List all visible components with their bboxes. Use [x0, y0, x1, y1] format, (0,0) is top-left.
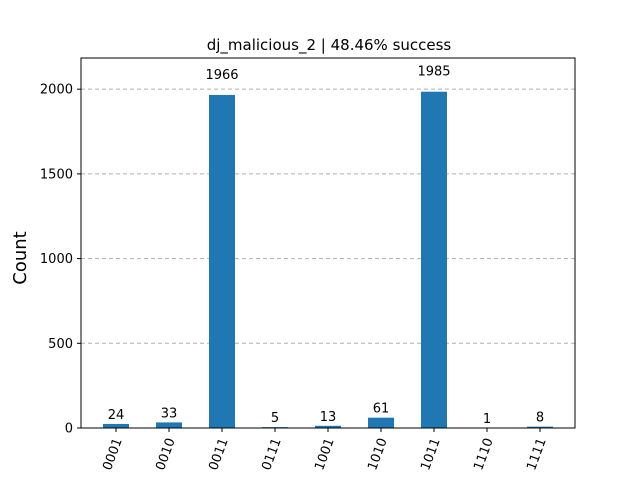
x-axis-ticks: 0001 0010 0011 0111 1001 1010 1011 1110 1111 — [100, 428, 550, 472]
y-tick-label: 1500 — [40, 167, 73, 182]
bars — [103, 91, 553, 428]
bar-value-label: 24 — [108, 408, 125, 423]
x-tick-label: 1110 — [471, 436, 496, 472]
bar-value-labels: 24 33 1966 5 13 61 1985 1 8 — [108, 65, 544, 427]
bar-0011 — [209, 94, 235, 428]
bar-value-label: 8 — [536, 411, 544, 426]
bar-value-label: 1966 — [205, 68, 238, 83]
x-tick-label: 1011 — [418, 436, 443, 472]
x-tick-label: 0010 — [153, 436, 178, 472]
bar-1011 — [421, 91, 447, 428]
chart-title: dj_malicious_2 | 48.46% success — [207, 36, 452, 55]
bar-1111 — [527, 426, 553, 428]
bar-value-label: 5 — [271, 411, 279, 426]
bar-value-label: 13 — [320, 410, 337, 425]
bar-1001 — [315, 425, 341, 428]
x-tick-label: 0111 — [259, 436, 284, 472]
y-tick-label: 1000 — [40, 252, 73, 267]
y-tick-label: 0 — [65, 422, 73, 437]
x-tick-label: 1111 — [524, 436, 549, 472]
grid-lines — [81, 88, 575, 344]
bar-0001 — [103, 423, 129, 428]
x-tick-label: 0011 — [206, 436, 231, 472]
y-tick-label: 500 — [48, 337, 73, 352]
bar-0010 — [156, 422, 182, 428]
bar-1010 — [368, 417, 394, 428]
bar-value-label: 33 — [161, 406, 178, 421]
plot-frame — [80, 57, 576, 429]
bar-value-label: 1 — [483, 412, 491, 427]
y-tick-label: 2000 — [40, 83, 73, 98]
y-axis-label: Count — [10, 231, 31, 284]
bar-value-label: 61 — [373, 402, 390, 417]
y-axis-ticks: 0 500 1000 1500 2000 — [40, 83, 81, 437]
x-tick-label: 1010 — [365, 436, 390, 472]
bar-value-label: 1985 — [417, 65, 450, 80]
x-tick-label: 0001 — [100, 436, 125, 472]
x-tick-label: 1001 — [312, 436, 337, 472]
